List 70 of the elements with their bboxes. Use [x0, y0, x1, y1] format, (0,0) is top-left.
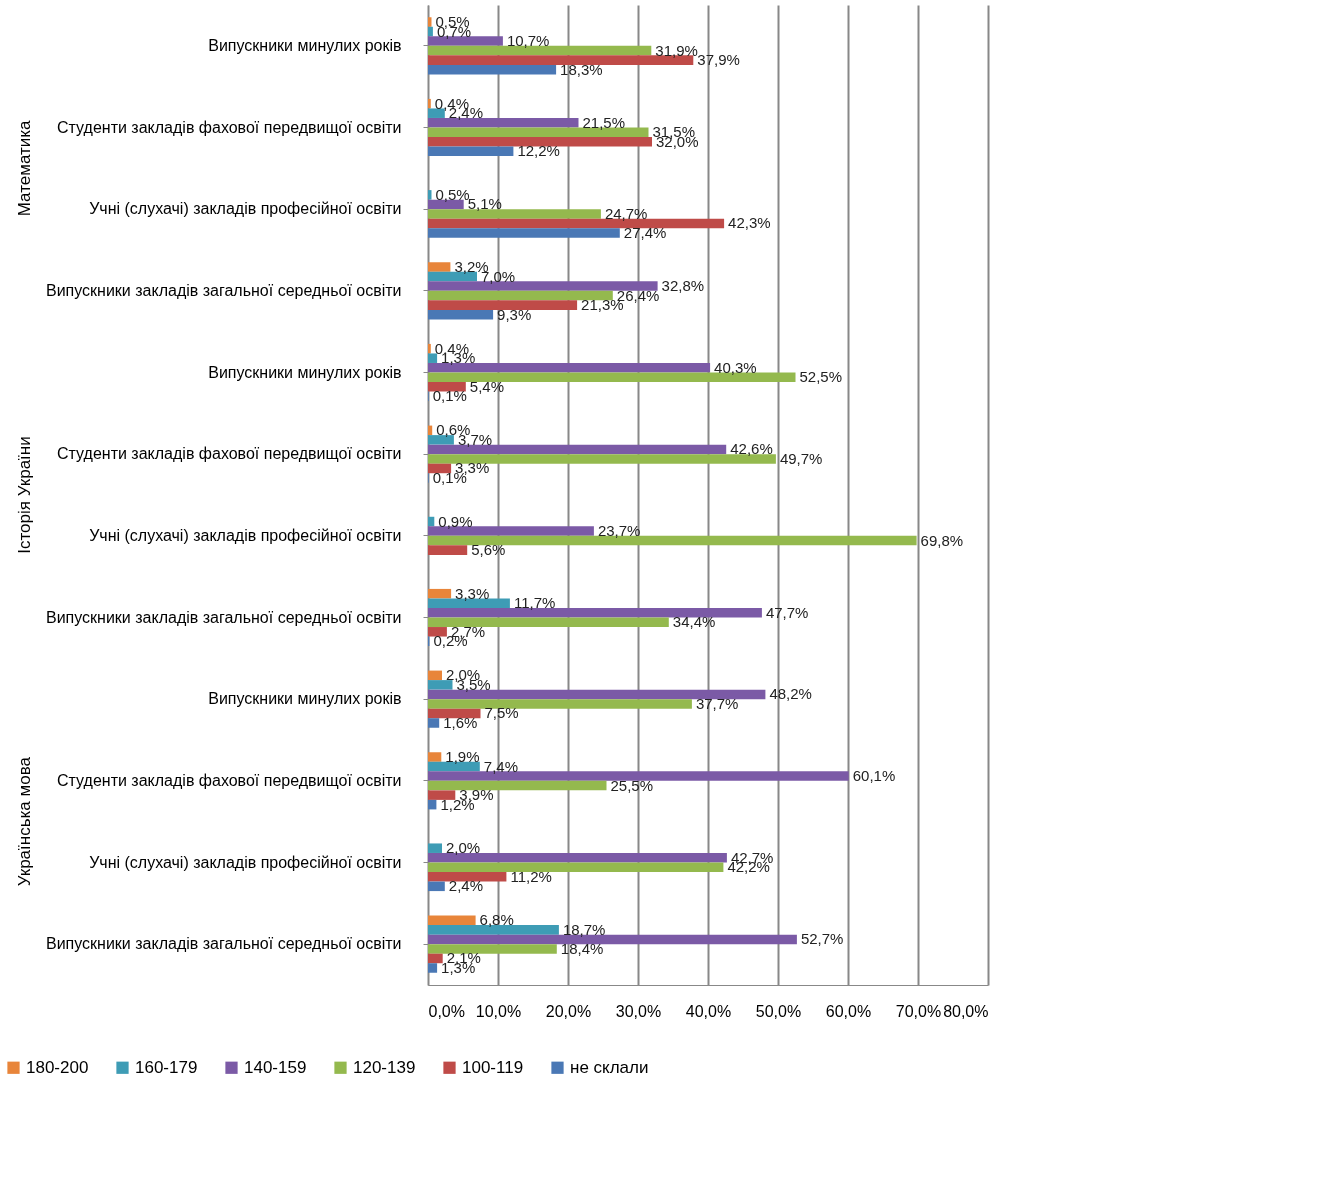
- y-tick-label: Студенти закладів фахової передвищої освіти: [57, 445, 402, 463]
- legend-label: 180-200: [26, 1057, 89, 1077]
- y-tick-label: Випускники закладів загальної середньої освіти: [45, 608, 402, 626]
- data-label: 5,4%: [469, 377, 504, 395]
- y-tick-label: Випускники минулих років: [208, 690, 402, 708]
- data-label: 37,7%: [695, 694, 739, 712]
- data-label: 27,4%: [623, 223, 667, 241]
- data-label: 34,4%: [672, 613, 716, 631]
- x-tick-label: 50,0%: [755, 1002, 802, 1020]
- legend-label: 160-179: [135, 1057, 198, 1077]
- data-label: 1,6%: [443, 713, 478, 731]
- data-label: 5,6%: [471, 541, 506, 559]
- data-label: 18,7%: [562, 920, 606, 938]
- data-label: 42,3%: [728, 214, 771, 232]
- data-label: 52,5%: [799, 368, 843, 386]
- y-tick-label: Студенти закладів фахової передвищої освіти: [57, 118, 402, 136]
- data-label: 7,5%: [484, 704, 519, 722]
- data-label: 25,5%: [610, 776, 654, 794]
- data-label: 2,4%: [448, 877, 483, 895]
- data-label: 11,7%: [513, 594, 556, 612]
- data-label: 2,0%: [446, 839, 481, 857]
- data-label: 11,2%: [510, 867, 552, 885]
- data-label: 3,3%: [455, 584, 490, 602]
- x-tick-label: 30,0%: [615, 1002, 662, 1020]
- data-label: 40,3%: [714, 358, 757, 376]
- x-tick-label: 70,0%: [895, 1002, 942, 1020]
- y-tick-label: Випускники минулих років: [208, 36, 402, 54]
- legend-label: 100-119: [462, 1057, 524, 1077]
- data-label: 60,1%: [852, 767, 896, 785]
- data-label: 47,7%: [765, 603, 809, 621]
- y-tick-label: Випускники минулих років: [208, 363, 402, 381]
- y-tick-label: Випускники закладів загальної середньої освіти: [45, 281, 402, 299]
- data-label: 49,7%: [779, 449, 823, 467]
- y-tick-label: Студенти закладів фахової передвищої освіти: [57, 771, 402, 789]
- data-label: 0,9%: [438, 512, 473, 530]
- data-label: 37,9%: [697, 51, 740, 69]
- data-label: 18,3%: [560, 60, 603, 78]
- data-label: 21,5%: [582, 113, 626, 131]
- data-label: 31,9%: [655, 41, 698, 59]
- data-label: 32,8%: [661, 277, 705, 295]
- data-label: 9,3%: [497, 305, 532, 323]
- x-tick-label: 40,0%: [685, 1002, 732, 1020]
- text: Математика: [15, 119, 34, 217]
- data-label: 69,8%: [920, 531, 964, 549]
- data-label: 12,2%: [517, 142, 560, 160]
- y-tick-label: Учні (слухачі) закладів професійної освіти: [89, 526, 402, 544]
- text: Історія України: [15, 436, 34, 554]
- data-label: 6,8%: [479, 911, 514, 929]
- x-tick-label: 0,0%: [428, 1002, 465, 1020]
- legend-label: 140-159: [244, 1057, 307, 1077]
- text: Українська мова: [15, 756, 34, 887]
- x-tick-label: 20,0%: [545, 1002, 592, 1020]
- data-label: 42,6%: [730, 440, 773, 458]
- data-label: 52,7%: [800, 930, 844, 948]
- data-label: 23,7%: [597, 522, 641, 540]
- data-label: 10,7%: [506, 32, 550, 50]
- x-tick-label: 60,0%: [825, 1002, 872, 1020]
- y-tick-label: Учні (слухачі) закладів професійної освіти: [89, 853, 402, 871]
- data-label: 18,4%: [560, 939, 604, 957]
- legend-label: не склали: [570, 1057, 649, 1077]
- x-tick-label: 80,0%: [943, 1002, 989, 1020]
- data-label: 0,1%: [432, 387, 467, 405]
- y-tick-label: Учні (слухачі) закладів професійної освіти: [89, 200, 402, 218]
- data-label: 1,9%: [445, 748, 480, 766]
- data-label: 24,7%: [604, 204, 648, 222]
- y-tick-label: Випускники закладів загальної середньої освіти: [45, 935, 402, 953]
- x-tick-label: 10,0%: [475, 1002, 522, 1020]
- data-label: 48,2%: [769, 685, 812, 703]
- data-label: 7,4%: [483, 757, 518, 775]
- legend-label: 120-139: [353, 1057, 416, 1077]
